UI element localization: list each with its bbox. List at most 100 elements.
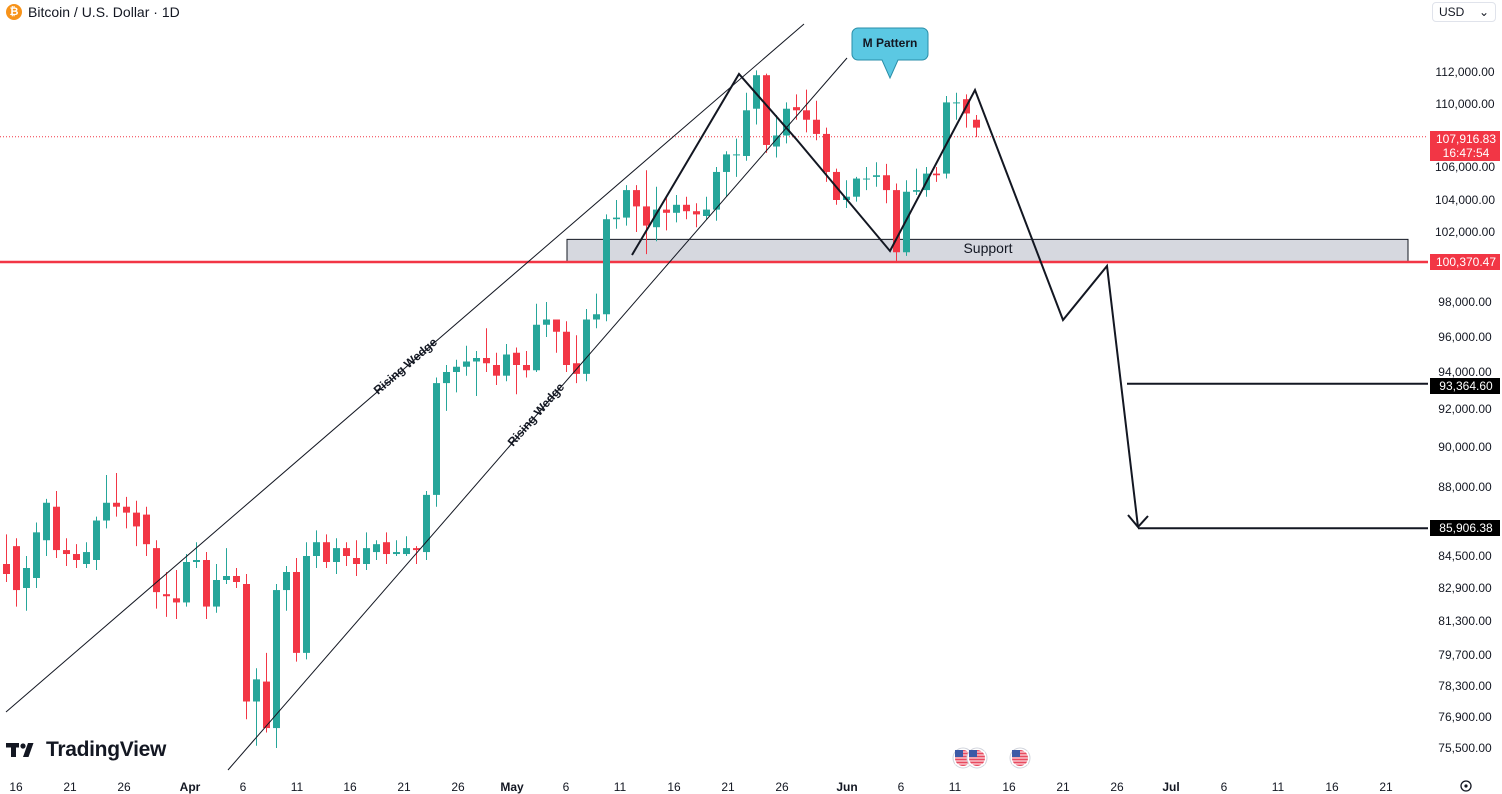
candle-body — [643, 206, 650, 226]
candle — [33, 522, 40, 588]
candle — [283, 566, 290, 611]
price-axis-label: 98,000.00 — [1438, 295, 1492, 309]
candle-body — [503, 354, 510, 376]
candle-body — [3, 564, 10, 574]
price-axis-label: 84,500.00 — [1438, 549, 1492, 563]
candle — [303, 542, 310, 660]
time-axis-label: 16 — [1325, 780, 1339, 794]
candle — [773, 115, 780, 158]
time-axis-label: Apr — [180, 780, 201, 794]
candle — [893, 183, 900, 262]
price-tag-bg — [1430, 520, 1500, 536]
wedge-lower-label: Rising Wedge — [505, 380, 568, 449]
candle — [273, 584, 280, 748]
candle-body — [703, 209, 710, 216]
candle-body — [863, 178, 870, 180]
gear-ring — [1460, 780, 1472, 792]
candle — [973, 115, 980, 138]
candle-body — [123, 506, 130, 513]
candle — [463, 345, 470, 376]
time-axis-label: 21 — [721, 780, 735, 794]
candle-body — [853, 178, 860, 197]
candle-body — [383, 542, 390, 555]
price-axis-label: 76,900.00 — [1438, 710, 1492, 724]
candle — [63, 538, 70, 566]
time-axis-label: 11 — [1272, 780, 1285, 794]
drawings-layer: Rising Wedge Rising Wedge M Pattern — [5, 23, 1428, 771]
tradingview-logo[interactable]: TradingView — [6, 738, 166, 762]
time-axis-label: 26 — [1110, 780, 1124, 794]
support-zone: Support — [0, 136, 1428, 264]
candle — [333, 538, 340, 574]
candle — [113, 473, 120, 517]
price-axis-label: 75,500.00 — [1438, 741, 1492, 755]
candle-body — [483, 358, 490, 364]
candle — [103, 475, 110, 529]
time-axis-label: 11 — [291, 780, 304, 794]
candle-body — [203, 560, 210, 607]
time-axis[interactable]: 16 21 26 Apr 6 11 16 21 26 May 6 11 16 21 26 Jun 6 11 16 21… — [9, 780, 1472, 794]
wedge-lower-line — [227, 57, 848, 771]
candle — [663, 198, 670, 231]
price-axis-label: 79,700.00 — [1438, 648, 1492, 662]
candle — [823, 127, 830, 182]
wedge-upper-line — [5, 23, 805, 713]
candles-layer — [3, 70, 980, 748]
candle-body — [143, 514, 150, 545]
candle-body — [103, 502, 110, 521]
candle — [223, 548, 230, 584]
candle — [243, 574, 250, 720]
candle — [783, 102, 790, 144]
candle — [173, 570, 180, 619]
candle-body — [93, 520, 100, 560]
time-axis-label: 11 — [614, 780, 627, 794]
candle — [763, 73, 770, 153]
candle — [643, 170, 650, 255]
candle-body — [663, 209, 670, 213]
candle-body — [183, 562, 190, 603]
price-tag-value: 93,364.60 — [1439, 379, 1493, 393]
candle — [263, 652, 270, 733]
candle-body — [303, 556, 310, 653]
candle — [403, 536, 410, 556]
candle — [253, 668, 260, 746]
candle — [443, 365, 450, 411]
price-tag-value: 85,906.38 — [1439, 521, 1493, 535]
candle — [23, 556, 30, 611]
currency-select[interactable]: USD ⌄ — [1432, 2, 1496, 22]
candle-body — [293, 572, 300, 653]
candle-body — [933, 173, 940, 176]
candle — [193, 542, 200, 568]
price-tag-target-1: 93,364.60 — [1430, 378, 1500, 394]
candle-body — [543, 319, 550, 325]
chart-header: ₿ Bitcoin / U.S. Dollar · 1D — [0, 0, 180, 24]
candle — [83, 542, 90, 568]
candle — [473, 351, 480, 397]
flag-canton — [955, 750, 963, 757]
candle-body — [223, 576, 230, 580]
candle — [913, 168, 920, 196]
price-axis[interactable]: 112,000.00 110,000.00 106,000.00 104,000.00… — [1435, 65, 1495, 755]
time-axis-label: 16 — [1002, 780, 1016, 794]
candle-body — [343, 548, 350, 556]
us-flag-icon-3 — [1009, 747, 1031, 769]
candle-body — [443, 372, 450, 384]
candle-body — [23, 568, 30, 588]
time-axis-label: Jun — [836, 780, 857, 794]
candle-body — [43, 502, 50, 541]
candle-body — [973, 119, 980, 128]
candle-body — [603, 219, 610, 315]
candle-body — [363, 548, 370, 564]
price-axis-label: 104,000.00 — [1435, 193, 1495, 207]
price-axis-label: 90,000.00 — [1438, 440, 1492, 454]
candle — [633, 185, 640, 232]
price-axis-label: 106,000.00 — [1435, 160, 1495, 174]
price-axis-label: 94,000.00 — [1438, 365, 1492, 379]
candle-body — [283, 572, 290, 591]
candle-body — [53, 506, 60, 551]
symbol-title[interactable]: Bitcoin / U.S. Dollar · 1D — [28, 4, 180, 20]
candle — [753, 70, 760, 125]
logo-text: TradingView — [46, 738, 167, 761]
